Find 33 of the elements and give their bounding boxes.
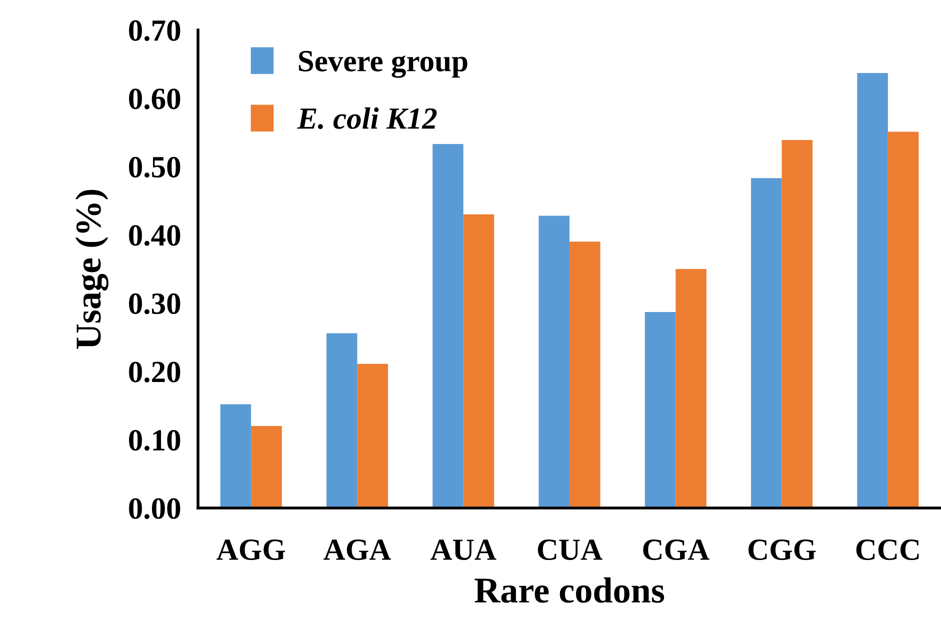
y-tick-label: 0.70: [129, 20, 180, 42]
bar: [857, 73, 888, 508]
bar: [357, 364, 388, 508]
bar: [644, 312, 676, 508]
y-tick-label: 0.30: [129, 293, 180, 314]
x-tick-label: CGG: [748, 540, 816, 560]
x-tick-label: CCC: [856, 540, 919, 560]
legend-label: Severe group: [298, 50, 468, 78]
legend-label: E. coli K12: [297, 107, 437, 130]
y-axis-title: Usage (%): [75, 190, 108, 349]
x-tick-label: AUA: [430, 540, 496, 560]
bar: [463, 214, 494, 508]
y-tick-label: 0.40: [129, 225, 180, 246]
y-tick-label: 0.60: [129, 88, 180, 110]
x-tick-label: AGG: [216, 540, 286, 560]
y-tick-label: 0.10: [129, 430, 180, 451]
x-tick-label: AGA: [324, 540, 391, 560]
bar: [782, 140, 813, 508]
y-tick-label: 0.20: [129, 362, 180, 382]
x-tick-label: CUA: [538, 540, 602, 560]
y-tick-label: 0.50: [129, 156, 180, 178]
bar: [251, 426, 282, 508]
bar: [538, 216, 570, 508]
bar: [220, 404, 252, 508]
bar: [888, 132, 919, 508]
bar: [570, 242, 600, 508]
y-tick-label: 0.00: [129, 498, 180, 520]
bar: [432, 144, 464, 508]
bar: [676, 269, 706, 508]
bar: [326, 333, 358, 508]
x-axis-title: Rare codons: [474, 577, 664, 603]
x-tick-label: CGA: [643, 540, 710, 560]
bar: [751, 178, 782, 508]
